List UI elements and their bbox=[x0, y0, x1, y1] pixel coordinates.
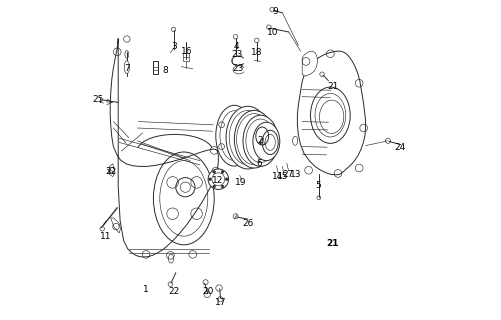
Circle shape bbox=[221, 171, 223, 173]
Text: 14: 14 bbox=[271, 172, 283, 180]
Polygon shape bbox=[110, 38, 218, 257]
Ellipse shape bbox=[208, 169, 228, 189]
Text: 9: 9 bbox=[272, 7, 278, 16]
Text: 1: 1 bbox=[142, 285, 148, 294]
Text: 23: 23 bbox=[232, 64, 243, 73]
Text: 13: 13 bbox=[290, 170, 301, 179]
Circle shape bbox=[208, 178, 211, 180]
Polygon shape bbox=[297, 51, 365, 175]
Bar bbox=[183, 53, 189, 61]
Polygon shape bbox=[111, 218, 120, 233]
Text: 12: 12 bbox=[211, 176, 222, 185]
Text: 21: 21 bbox=[326, 82, 338, 91]
Text: 11: 11 bbox=[100, 232, 112, 241]
Polygon shape bbox=[302, 51, 317, 76]
Text: 15: 15 bbox=[277, 172, 288, 180]
Text: 22: 22 bbox=[105, 167, 117, 176]
Text: 16: 16 bbox=[180, 47, 192, 56]
Text: 18: 18 bbox=[250, 48, 262, 57]
Text: 24: 24 bbox=[393, 143, 405, 152]
Ellipse shape bbox=[234, 110, 274, 168]
Text: 23: 23 bbox=[230, 50, 242, 59]
Text: 2: 2 bbox=[258, 136, 263, 145]
Text: 3: 3 bbox=[171, 42, 177, 51]
Text: 7: 7 bbox=[124, 64, 129, 73]
Text: 27: 27 bbox=[282, 170, 293, 179]
Text: 20: 20 bbox=[202, 287, 213, 296]
Text: 25: 25 bbox=[92, 95, 104, 104]
Bar bbox=[153, 61, 158, 74]
Text: 26: 26 bbox=[241, 220, 253, 228]
Ellipse shape bbox=[124, 61, 129, 74]
Text: 4: 4 bbox=[233, 42, 239, 51]
Text: 17: 17 bbox=[214, 298, 226, 307]
Text: 10: 10 bbox=[267, 28, 278, 36]
Polygon shape bbox=[219, 119, 233, 149]
Ellipse shape bbox=[242, 115, 278, 166]
Ellipse shape bbox=[215, 105, 253, 166]
Ellipse shape bbox=[253, 122, 279, 161]
Text: 22: 22 bbox=[168, 287, 179, 296]
Text: 21: 21 bbox=[326, 239, 338, 248]
Text: 8: 8 bbox=[162, 66, 168, 75]
Polygon shape bbox=[109, 164, 115, 177]
Circle shape bbox=[212, 171, 215, 173]
Text: 6: 6 bbox=[256, 159, 262, 168]
Text: 19: 19 bbox=[234, 178, 246, 187]
Text: 5: 5 bbox=[315, 181, 321, 190]
Ellipse shape bbox=[225, 106, 269, 169]
Circle shape bbox=[212, 185, 215, 188]
Circle shape bbox=[225, 178, 227, 180]
Circle shape bbox=[221, 185, 223, 188]
